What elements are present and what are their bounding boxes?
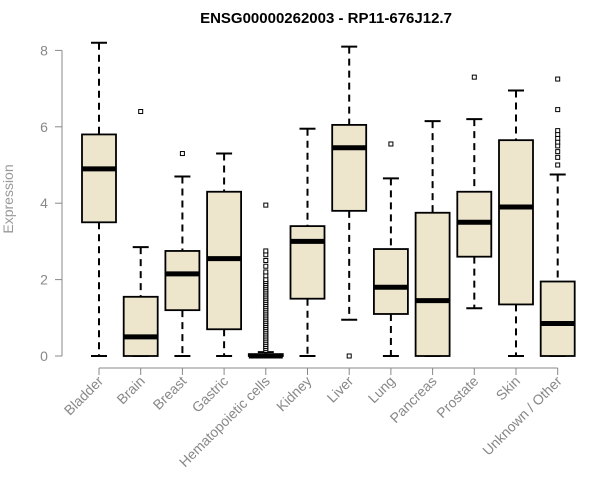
y-axis: 0 2 4 6 8 [40,42,63,364]
outlier-point [263,263,269,269]
iqr-box [81,133,117,224]
x-tick-label: Bladder [61,373,107,419]
y-tick-label: 0 [40,348,48,364]
outlier-point [555,154,561,160]
box-breast [164,151,201,357]
x-tick-label: Kidney [273,373,315,415]
x-tick-label: Breast [150,373,190,413]
iqr-box [122,295,159,357]
outlier-point [471,74,477,80]
outlier-point [263,202,269,208]
x-tick-label: Brain [113,373,147,407]
y-tick-label: 8 [40,42,48,58]
box-liver [331,45,368,359]
iqr-box [539,280,576,357]
outlier-point [555,128,561,134]
box-hematopoietic-cells [247,202,284,359]
box-unknown-other [539,76,576,357]
x-tick-label: Liver [324,373,357,406]
plot-area [81,41,576,359]
chart-title: ENSG00000262003 - RP11-676J12.7 [200,10,452,27]
box-brain [122,109,159,357]
x-tick-label: Prostate [433,373,481,421]
outlier-point [179,151,185,157]
iqr-box [414,211,451,357]
outlier-point [346,353,352,359]
iqr-box [289,225,326,300]
outlier-point [138,109,144,115]
x-tick-label: Skin [493,373,524,404]
outlier-point [555,149,561,155]
iqr-box [164,250,201,312]
outlier-point [555,107,561,113]
outlier-point [555,162,561,168]
box-prostate [456,74,493,310]
y-tick-label: 6 [40,119,48,135]
box-skin [498,89,534,357]
outlier-point [263,258,269,263]
y-tick-label: 4 [40,195,48,211]
iqr-box [331,123,368,212]
box-pancreas [414,120,451,357]
box-kidney [289,127,326,357]
outlier-point [555,76,561,82]
x-tick-label: Unknown / Other [479,373,565,459]
iqr-box [498,139,534,306]
outlier-point [263,269,269,275]
y-axis-label: Expression [0,164,16,233]
outlier-point [388,141,394,147]
box-gastric [206,152,243,357]
outlier-point [263,248,269,254]
y-tick-label: 2 [40,272,48,288]
box-lung [372,141,409,357]
x-tick-label: Lung [365,373,398,406]
box-bladder [81,41,117,357]
iqr-box [372,248,409,315]
